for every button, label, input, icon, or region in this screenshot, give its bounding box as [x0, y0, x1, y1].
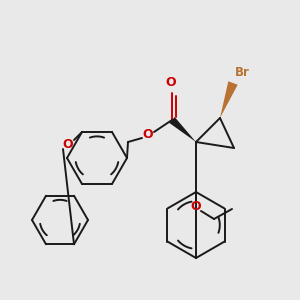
Polygon shape: [169, 117, 196, 142]
Text: O: O: [191, 200, 201, 214]
Polygon shape: [220, 81, 238, 118]
Text: Br: Br: [235, 66, 250, 79]
Text: O: O: [166, 76, 176, 89]
Text: O: O: [63, 137, 73, 151]
Text: O: O: [143, 128, 153, 142]
